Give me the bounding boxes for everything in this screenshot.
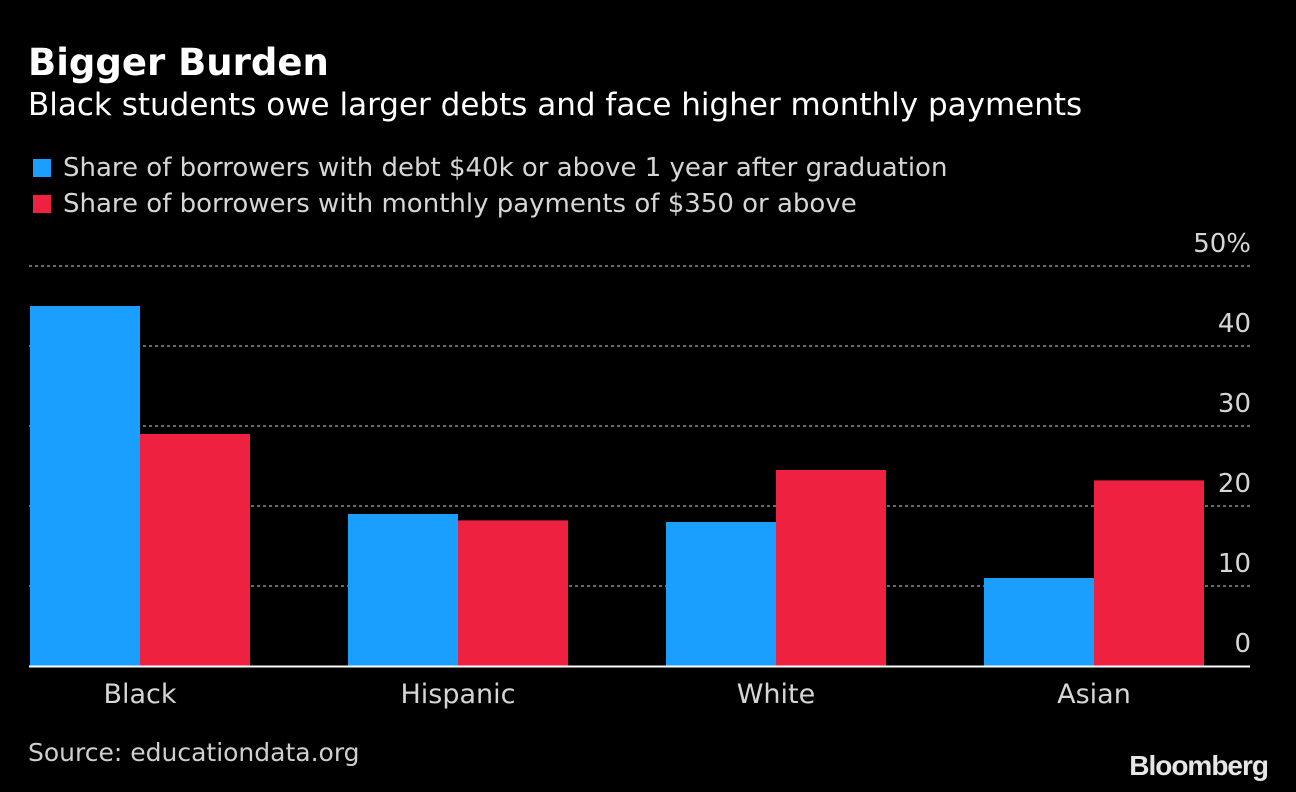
- y-tick-label-3: 30: [1218, 389, 1251, 419]
- legend-item-payments: Share of borrowers with monthly payments…: [33, 186, 947, 222]
- y-tick-label-2: 20: [1218, 469, 1251, 499]
- y-tick-label-1: 10: [1218, 549, 1251, 579]
- bar-asian-series-1: [1094, 480, 1204, 666]
- legend-label-payments: Share of borrowers with monthly payments…: [63, 189, 857, 219]
- x-tick-label-white: White: [737, 679, 816, 710]
- bar-hispanic-series-0: [348, 514, 458, 666]
- y-tick-label-5: 50%: [1193, 229, 1251, 259]
- x-tick-label-black: Black: [103, 679, 176, 710]
- x-tick-label-hispanic: Hispanic: [400, 679, 515, 710]
- source-note: Source: educationdata.org: [28, 738, 360, 767]
- y-tick-label-0: 0: [1234, 629, 1251, 659]
- bar-white-series-0: [666, 522, 776, 666]
- bars: [30, 306, 1204, 666]
- chart-subtitle: Black students owe larger debts and face…: [28, 87, 1083, 123]
- bar-asian-series-0: [984, 578, 1094, 666]
- bar-white-series-1: [776, 470, 886, 666]
- chart-title: Bigger Burden: [28, 41, 329, 84]
- bloomberg-logo: Bloomberg: [1129, 750, 1269, 781]
- x-tick-label-asian: Asian: [1057, 679, 1131, 710]
- legend-swatch-payments: [33, 195, 51, 213]
- bar-black-series-0: [30, 306, 140, 666]
- y-tick-label-4: 40: [1218, 309, 1251, 339]
- legend-label-debt: Share of borrowers with debt $40k or abo…: [63, 153, 948, 183]
- legend-swatch-debt: [33, 159, 51, 177]
- y-tick-labels: 0 10 20 30 40 50%: [1193, 229, 1251, 659]
- bar-black-series-1: [140, 434, 250, 666]
- bar-hispanic-series-1: [458, 520, 568, 666]
- x-tick-labels: Black Hispanic White Asian: [103, 679, 1130, 710]
- legend: Share of borrowers with debt $40k or abo…: [33, 150, 947, 222]
- legend-item-debt: Share of borrowers with debt $40k or abo…: [33, 150, 947, 186]
